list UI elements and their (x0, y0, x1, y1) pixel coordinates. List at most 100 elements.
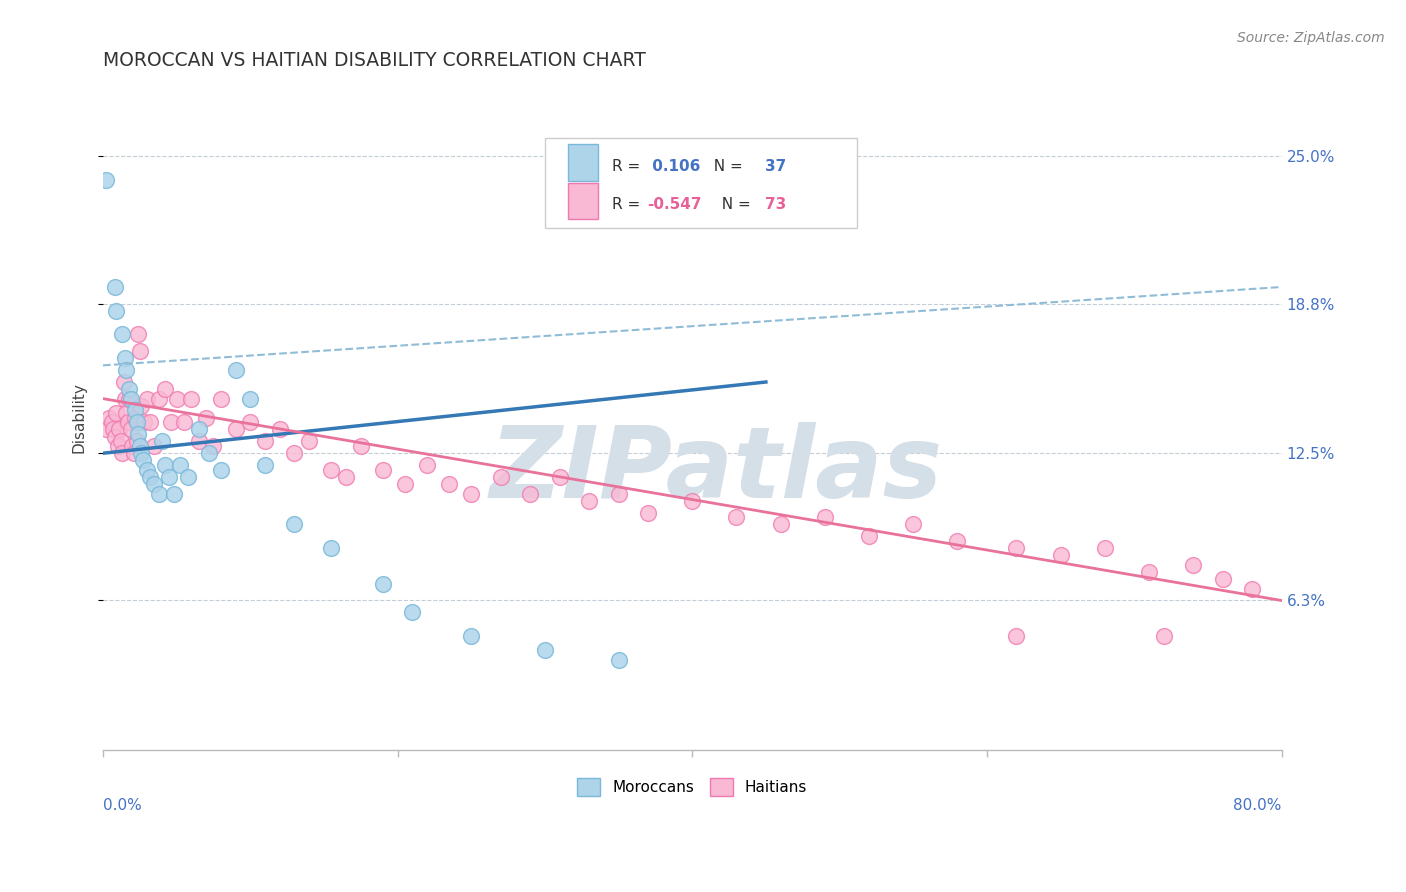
Point (1137, 565, 1160, 579)
Point (180, 392, 202, 406)
Point (139, 416, 162, 430)
Point (150, 434, 173, 449)
Point (681, 493, 703, 508)
Point (111, 327, 134, 342)
Point (335, 470, 357, 484)
Point (903, 517, 925, 532)
Text: 80.0%: 80.0% (1233, 798, 1281, 813)
Point (166, 392, 188, 406)
Point (350, 439, 373, 453)
Point (129, 399, 152, 413)
Point (112, 375, 135, 389)
Point (239, 416, 262, 430)
Point (769, 517, 792, 532)
Point (129, 446, 152, 460)
Point (114, 351, 136, 366)
Point (121, 439, 143, 453)
Point (127, 327, 149, 342)
Point (253, 434, 276, 449)
Point (637, 506, 659, 520)
Point (136, 392, 159, 406)
Point (128, 344, 150, 359)
Point (128, 439, 150, 453)
Point (94, 422, 117, 436)
FancyBboxPatch shape (568, 183, 598, 219)
Point (115, 406, 138, 420)
Point (105, 406, 128, 420)
Point (122, 446, 145, 460)
Point (437, 477, 460, 491)
Text: MOROCCAN VS HAITIAN DISABILITY CORRELATION CHART: MOROCCAN VS HAITIAN DISABILITY CORRELATI… (103, 51, 645, 70)
Point (105, 303, 128, 318)
Text: 73: 73 (765, 197, 786, 212)
Point (1005, 629, 1028, 643)
Text: ZIPatlas: ZIPatlas (489, 422, 942, 519)
Point (416, 458, 439, 472)
Point (100, 416, 122, 430)
Legend: Moroccans, Haitians: Moroccans, Haitians (571, 772, 813, 802)
Point (173, 416, 195, 430)
Point (159, 416, 181, 430)
Point (125, 434, 148, 449)
Point (118, 382, 141, 396)
Point (1153, 629, 1175, 643)
Point (134, 416, 156, 430)
Point (94, 173, 117, 187)
Point (283, 446, 305, 460)
Point (139, 470, 162, 484)
Point (519, 486, 541, 500)
Point (548, 470, 571, 484)
Point (143, 477, 166, 491)
Point (607, 653, 630, 667)
Point (104, 429, 127, 443)
Point (224, 422, 246, 436)
Point (489, 470, 512, 484)
Point (1241, 582, 1264, 596)
Text: Source: ZipAtlas.com: Source: ZipAtlas.com (1237, 31, 1385, 45)
Point (1049, 549, 1071, 563)
Point (283, 517, 305, 532)
Point (148, 392, 170, 406)
Point (111, 446, 134, 460)
Point (157, 470, 180, 484)
Point (239, 392, 262, 406)
Point (148, 486, 170, 500)
Point (607, 486, 630, 500)
Point (321, 463, 343, 477)
Text: 0.0%: 0.0% (103, 798, 142, 813)
FancyBboxPatch shape (568, 145, 598, 181)
Text: N =: N = (704, 159, 748, 174)
Point (298, 434, 321, 449)
Point (177, 470, 200, 484)
Point (153, 382, 176, 396)
Point (125, 416, 148, 430)
Point (534, 643, 557, 657)
Point (187, 434, 209, 449)
Point (107, 439, 129, 453)
Point (209, 463, 232, 477)
Point (136, 463, 159, 477)
Point (127, 427, 149, 442)
Point (114, 392, 136, 406)
Point (108, 422, 131, 436)
Point (401, 606, 423, 620)
Point (394, 477, 416, 491)
Point (97, 410, 120, 425)
Text: -0.547: -0.547 (647, 197, 702, 212)
Point (118, 392, 141, 406)
Text: 0.106: 0.106 (647, 159, 700, 174)
Point (143, 439, 166, 453)
Point (858, 529, 880, 543)
Point (120, 422, 142, 436)
Point (725, 510, 748, 524)
Point (153, 458, 176, 472)
Point (117, 416, 139, 430)
Point (946, 534, 969, 549)
Text: 37: 37 (765, 159, 786, 174)
Point (1212, 572, 1234, 586)
Point (115, 363, 138, 377)
Point (169, 458, 191, 472)
Point (460, 629, 482, 643)
Point (1005, 541, 1028, 556)
Point (104, 280, 127, 294)
